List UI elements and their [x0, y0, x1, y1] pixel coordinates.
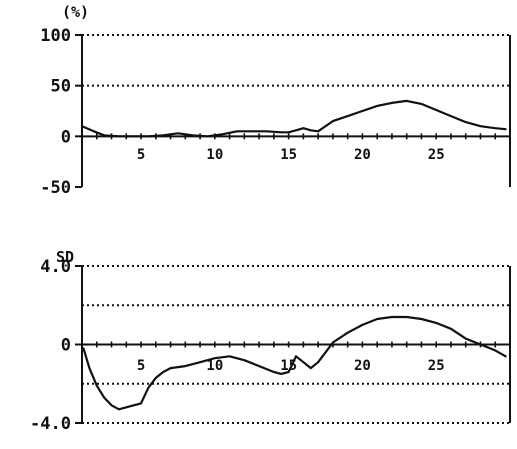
series-line-1 [82, 315, 507, 411]
y-tick-label: -50 [40, 178, 71, 198]
chart-panel-1: (%) 100 50 0 -50 5 10 15 20 25 [40, 3, 511, 198]
x-tick-label: 25 [428, 358, 445, 374]
chart-panel-2: SD4.00-4.05 10 15 20 25 [30, 248, 511, 434]
y-axis-label: SD [56, 248, 74, 266]
x-tick-label: 20 [354, 358, 371, 374]
series-line-1 [80, 99, 507, 138]
x-tick-label: 5 [137, 358, 145, 374]
x-tick-label: 20 [354, 147, 371, 163]
y-tick-label: 0 [61, 336, 71, 356]
x-tick-label: 10 [206, 358, 223, 374]
y-tick-label: 100 [40, 26, 71, 46]
y-axis-label: (%) [62, 3, 89, 21]
y-tick-label: 0 [61, 127, 71, 147]
x-tick-label: 25 [428, 147, 445, 163]
x-tick-label: 10 [206, 147, 223, 163]
y-tick-label: 50 [51, 77, 71, 97]
x-tick-label: 5 [137, 147, 145, 163]
y-tick-label: 4.0 [40, 257, 71, 277]
x-tick-label: 15 [280, 147, 297, 163]
y-tick-label: -4.0 [30, 414, 71, 434]
